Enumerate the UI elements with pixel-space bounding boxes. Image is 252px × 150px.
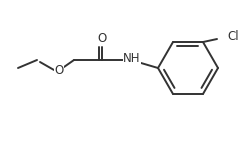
Text: O: O <box>97 32 106 45</box>
Text: Cl: Cl <box>226 30 238 42</box>
Text: NH: NH <box>123 52 140 66</box>
Text: O: O <box>54 63 63 76</box>
